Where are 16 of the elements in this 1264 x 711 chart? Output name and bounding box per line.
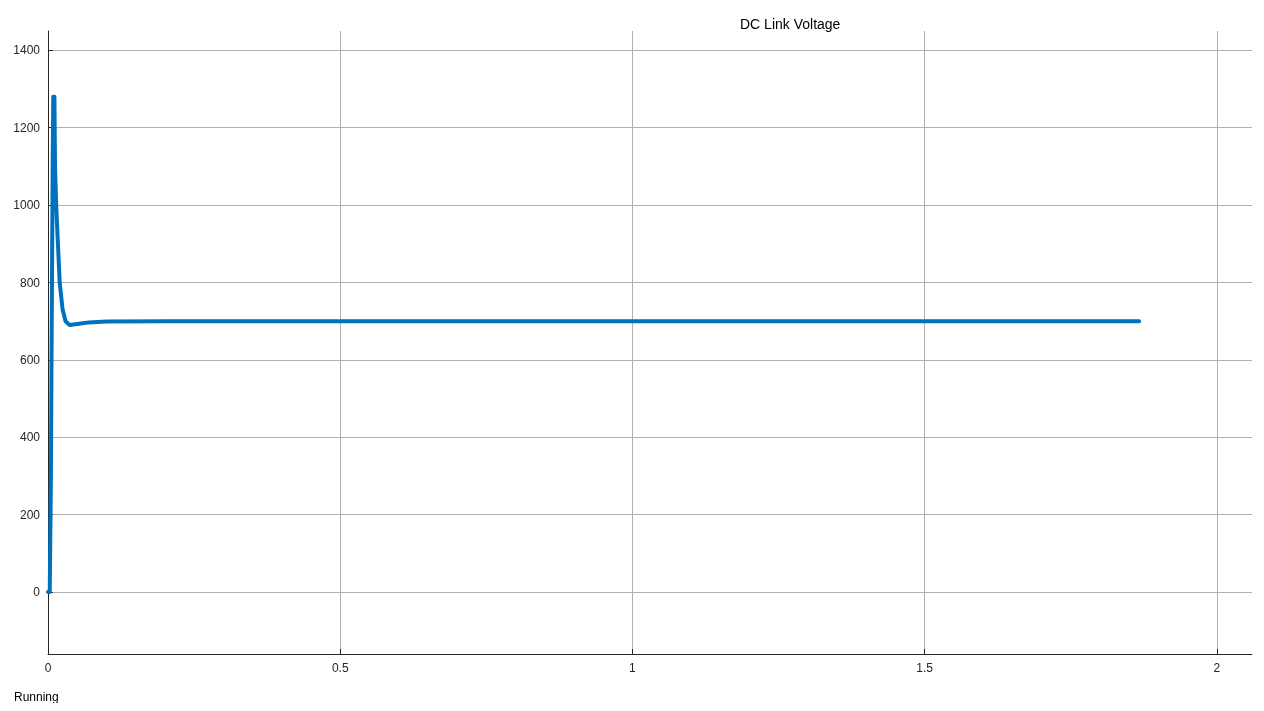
y-tick-label: 200 bbox=[19, 507, 41, 522]
x-tick-label: 0.5 bbox=[331, 661, 349, 675]
x-tick-label: 0 bbox=[44, 661, 52, 675]
y-tick-label: 1200 bbox=[13, 120, 41, 135]
y-tick-label: 0 bbox=[33, 585, 41, 600]
x-tick-label: 1 bbox=[629, 661, 637, 675]
x-tick-label: 2 bbox=[1213, 661, 1221, 675]
chart-title: DC Link Voltage bbox=[740, 16, 841, 32]
x-tick-label: 1.5 bbox=[916, 661, 934, 675]
y-tick-label: 1400 bbox=[13, 43, 41, 58]
text: Running bbox=[14, 690, 59, 704]
y-tick-label: 800 bbox=[19, 275, 41, 290]
y-tick-label: 600 bbox=[19, 352, 41, 367]
y-tick-label: 400 bbox=[19, 430, 41, 445]
y-tick-label: 1000 bbox=[13, 198, 41, 213]
line-series bbox=[46, 94, 1142, 595]
